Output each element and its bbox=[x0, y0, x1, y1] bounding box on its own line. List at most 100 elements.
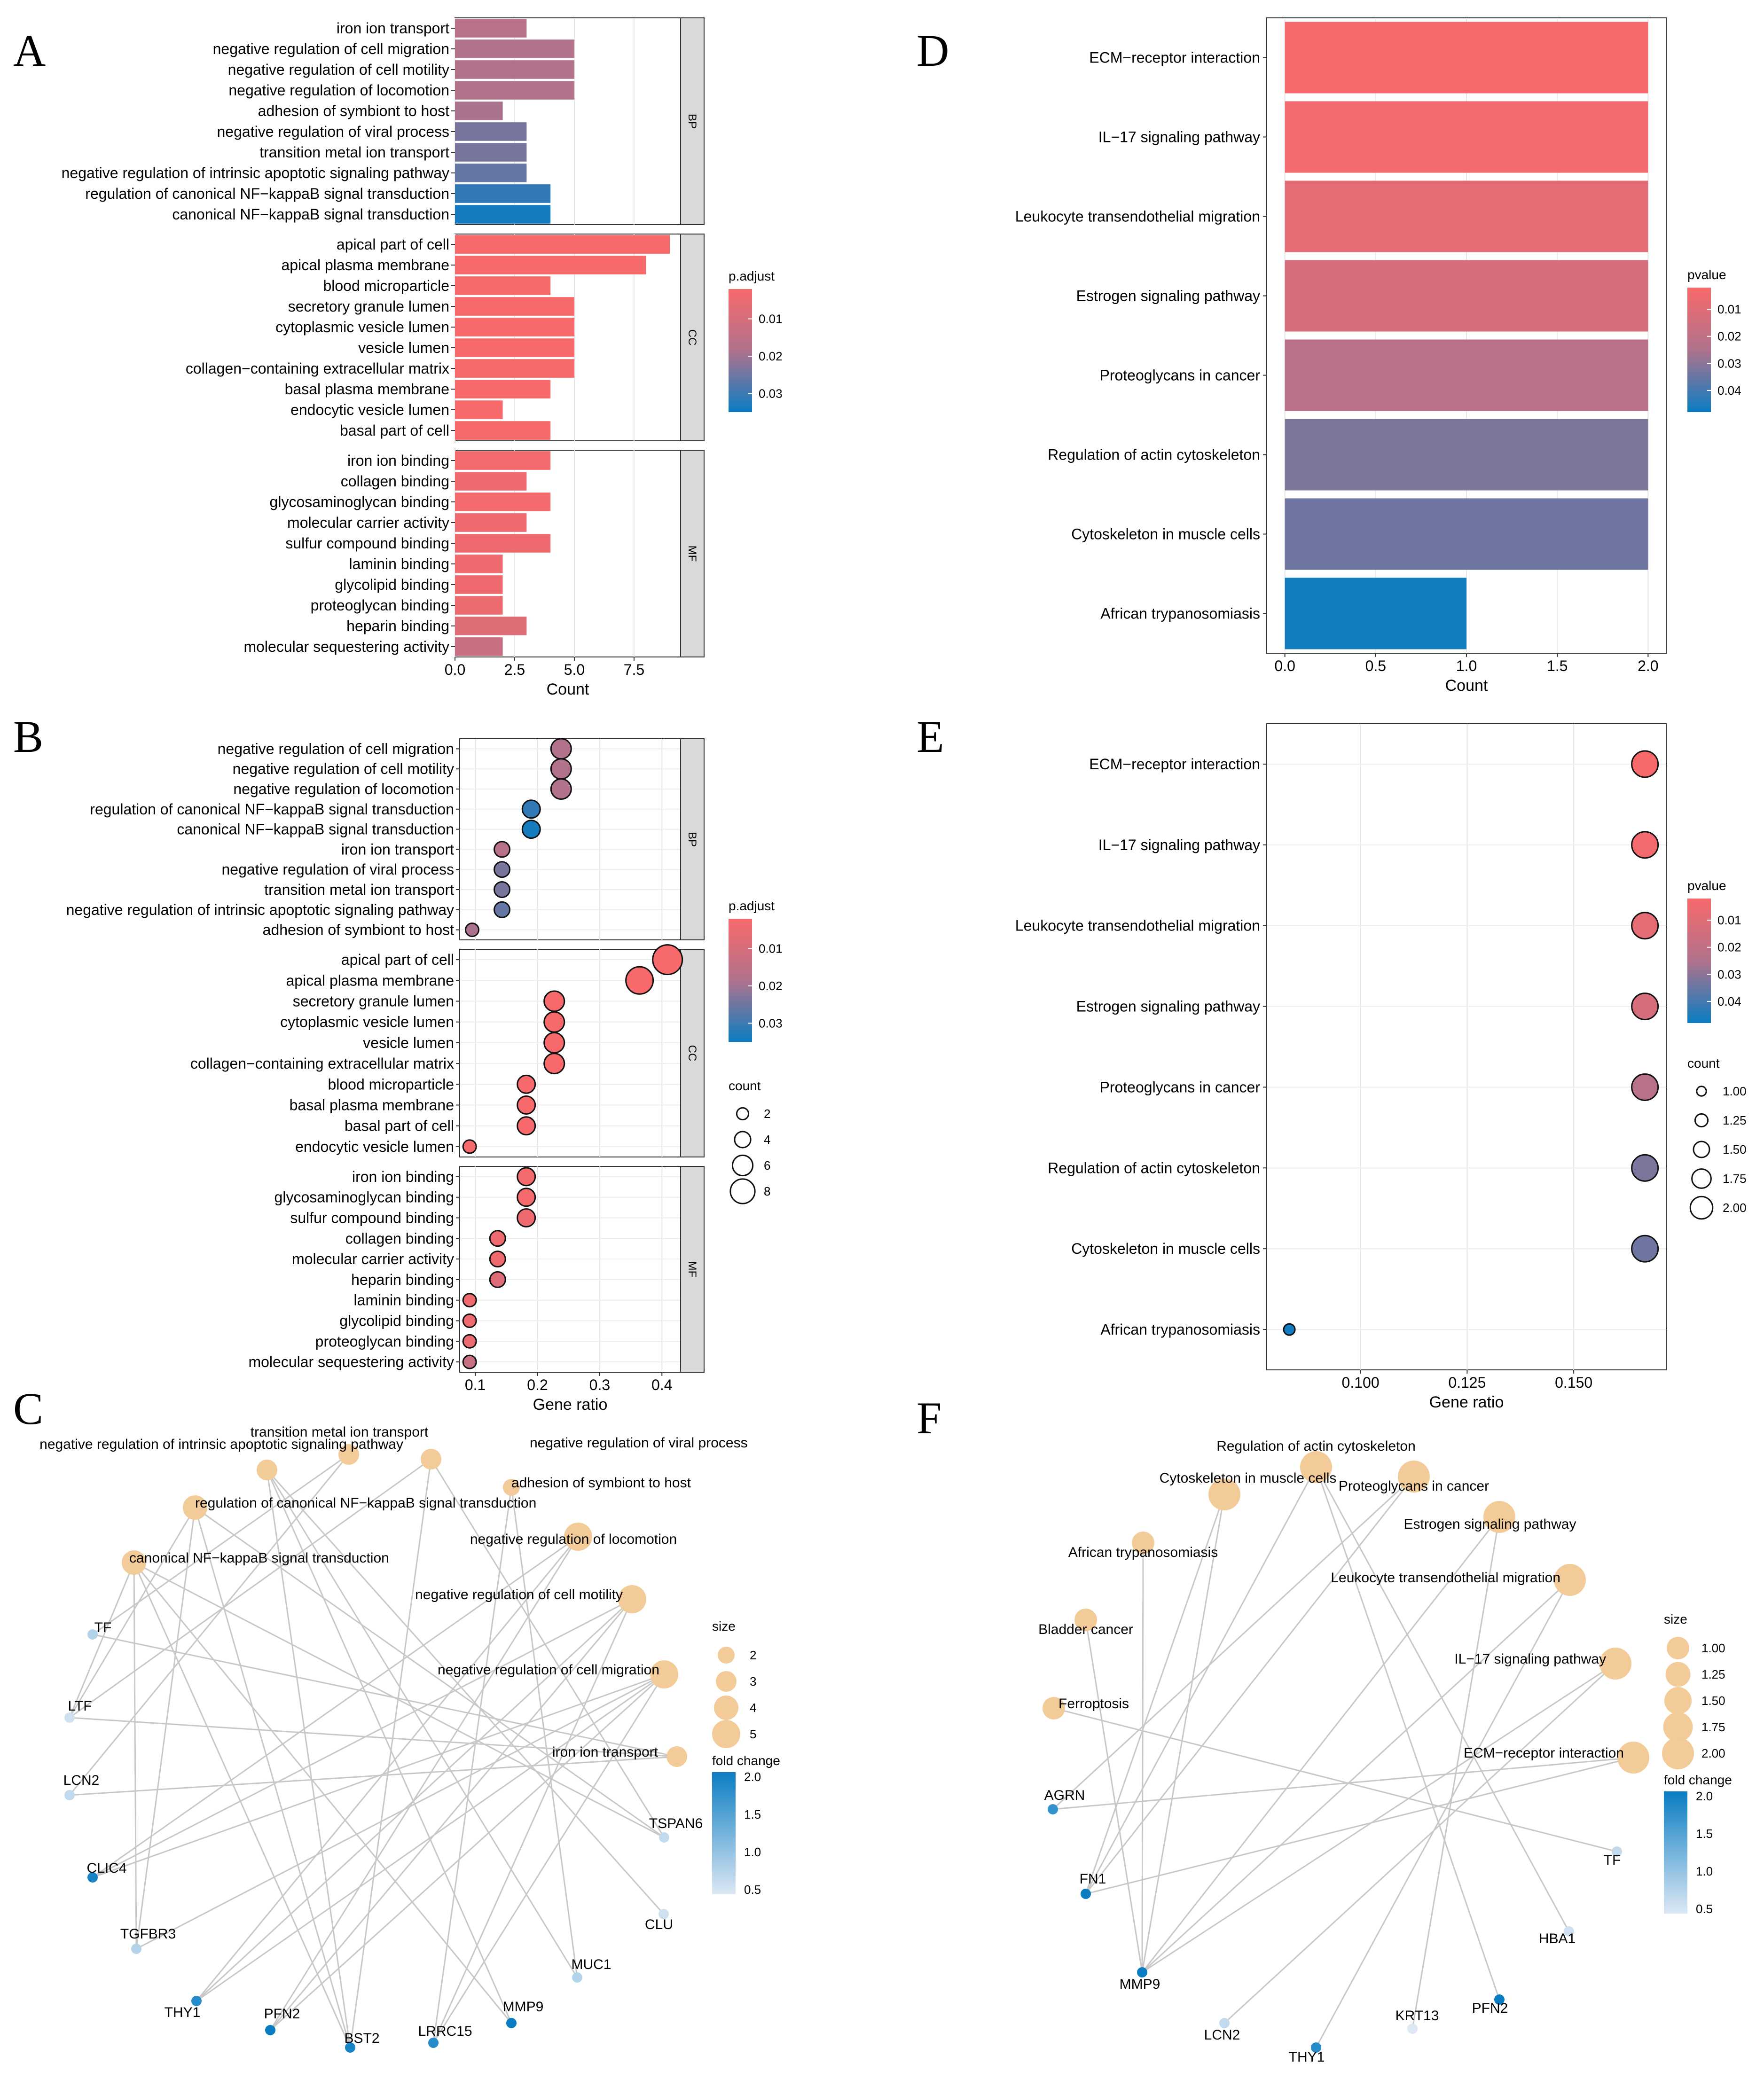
f-fold-change-label: 1.5 bbox=[1696, 1827, 1713, 1841]
c-term-label: transition metal ion transport bbox=[251, 1424, 429, 1440]
b-colorbar-label: 0.03 bbox=[759, 1016, 783, 1030]
b-colorbar bbox=[729, 919, 752, 1042]
f-size-legend-label: 1.50 bbox=[1701, 1694, 1725, 1708]
c-fold-change-label: 0.5 bbox=[744, 1883, 761, 1897]
f-size-legend-circle bbox=[1663, 1712, 1693, 1742]
f-term-node-bladder-cancer bbox=[1074, 1609, 1097, 1631]
b-point-basal-part-of-cell bbox=[517, 1116, 536, 1136]
f-term-label: IL−17 signaling pathway bbox=[1454, 1651, 1606, 1667]
c-term-node-negative-regulation-of-cell-migration bbox=[650, 1660, 678, 1688]
c-gene-label: CLIC4 bbox=[86, 1860, 126, 1876]
f-edge-fn1-regulation-of-actin-cytoskeleton bbox=[1085, 1467, 1317, 1894]
a-bar-vesicle-lumen bbox=[455, 338, 574, 357]
c-edge-muc1-adhesion-of-symbiont-to-host bbox=[510, 1487, 578, 1978]
f-term-label: African trypanosomiasis bbox=[1068, 1545, 1218, 1560]
e-xtick-label: 0.125 bbox=[1448, 1374, 1486, 1391]
b-point-laminin-binding bbox=[462, 1293, 477, 1308]
e-category-label: Cytoskeleton in muscle cells bbox=[1071, 1240, 1260, 1257]
f-edge-agrn-proteoglycans-in-cancer bbox=[1052, 1476, 1415, 1810]
a-facet-label: CC bbox=[686, 329, 698, 346]
b-point-collagen-containing-extracellular-matrix bbox=[543, 1053, 565, 1075]
a-category-label: negative regulation of cell migration bbox=[213, 40, 449, 57]
a-category-label: cytoplasmic vesicle lumen bbox=[275, 319, 449, 336]
e-xtick-label: 0.150 bbox=[1555, 1374, 1592, 1391]
c-edge-bst2-regulation-of-canonical-nf-kappab-signal-transduction bbox=[194, 1507, 351, 2048]
e-x-axis-title: Gene ratio bbox=[1429, 1393, 1504, 1411]
d-colorbar-label: 0.01 bbox=[1717, 302, 1741, 316]
f-edge-agrn-ecm-receptor-interaction bbox=[1052, 1757, 1634, 1810]
f-edge-hba1-regulation-of-actin-cytoskeleton bbox=[1315, 1467, 1570, 1932]
f-gene-node-krt13 bbox=[1407, 2024, 1418, 2034]
a-category-label: sulfur compound binding bbox=[285, 535, 449, 552]
b-colorbar-label: 0.02 bbox=[759, 979, 783, 993]
f-term-node-african-trypanosomiasis bbox=[1132, 1532, 1154, 1554]
panel-label-c: C bbox=[13, 1383, 43, 1434]
e-category-label: Estrogen signaling pathway bbox=[1076, 998, 1260, 1015]
e-size-legend-label: 1.25 bbox=[1723, 1113, 1747, 1127]
f-edge-mmp9-cytoskeleton-in-muscle-cells bbox=[1141, 1494, 1225, 1973]
c-term-label: regulation of canonical NF−kappaB signal… bbox=[195, 1495, 536, 1511]
c-edge-bst2-negative-regulation-of-intrinsic-apoptotic-signaling-pathway bbox=[266, 1469, 351, 2048]
c-edge-bst2-canonical-nf-kappab-signal-transduction bbox=[133, 1562, 351, 2048]
a-category-label: molecular sequestering activity bbox=[243, 638, 449, 655]
f-term-node-ferroptosis bbox=[1043, 1697, 1065, 1719]
f-term-node-leukocyte-transendothelial-migration bbox=[1554, 1564, 1586, 1596]
e-colorbar bbox=[1687, 899, 1711, 1023]
b-point-basal-plasma-membrane bbox=[517, 1095, 536, 1115]
a-bar-canonical-nf-kappab-signal-transduction bbox=[455, 205, 551, 224]
c-size-legend-label: 3 bbox=[750, 1674, 756, 1688]
e-size-legend-label: 2.00 bbox=[1723, 1201, 1747, 1215]
a-category-label: negative regulation of viral process bbox=[217, 123, 450, 140]
f-gene-node-hba1 bbox=[1564, 1926, 1574, 1937]
f-gene-label: PFN2 bbox=[1472, 2001, 1508, 2016]
a-category-label: transition metal ion transport bbox=[259, 144, 449, 161]
b-category-label: apical part of cell bbox=[341, 951, 454, 968]
f-edge-tf-ferroptosis bbox=[1053, 1707, 1617, 1852]
a-category-label: laminin binding bbox=[349, 555, 449, 572]
e-colorbar-label: 0.03 bbox=[1717, 967, 1741, 981]
a-xtick-label: 0.0 bbox=[445, 661, 465, 678]
b-xtick-label: 0.1 bbox=[465, 1376, 486, 1393]
c-edge-tspan6-regulation-of-canonical-nf-kappab-signal-transduction bbox=[195, 1507, 665, 1838]
a-bar-iron-ion-binding bbox=[455, 451, 551, 470]
c-edge-tgfbr3-canonical-nf-kappab-signal-transduction bbox=[133, 1562, 137, 1949]
c-gene-node-clic4 bbox=[87, 1872, 98, 1883]
b-category-label: basal plasma membrane bbox=[290, 1097, 454, 1114]
c-size-legend-label: 5 bbox=[750, 1727, 756, 1741]
b-category-label: collagen binding bbox=[345, 1230, 454, 1247]
e-size-legend-label: 1.00 bbox=[1723, 1084, 1747, 1098]
b-category-label: negative regulation of cell motility bbox=[233, 760, 454, 777]
d-legend-title: pvalue bbox=[1687, 267, 1726, 282]
f-gene-label: FN1 bbox=[1080, 1871, 1106, 1887]
d-category-label: Estrogen signaling pathway bbox=[1076, 288, 1260, 305]
c-gene-node-pfn2 bbox=[265, 2025, 275, 2035]
f-size-legend-label: 1.75 bbox=[1701, 1720, 1725, 1734]
a-category-label: heparin binding bbox=[346, 617, 449, 634]
b-point-proteoglycan-binding bbox=[462, 1334, 477, 1349]
a-bar-basal-plasma-membrane bbox=[455, 380, 551, 399]
a-category-label: glycolipid binding bbox=[335, 576, 449, 593]
a-bar-collagen-binding bbox=[455, 472, 527, 491]
b-category-label: heparin binding bbox=[351, 1271, 454, 1288]
b-point-secretory-granule-lumen bbox=[543, 990, 565, 1012]
a-category-label: proteoglycan binding bbox=[311, 597, 449, 614]
b-category-label: regulation of canonical NF−kappaB signal… bbox=[90, 801, 454, 818]
c-gene-label: THY1 bbox=[165, 2005, 201, 2020]
b-facet-label: MF bbox=[686, 1261, 698, 1278]
f-gene-node-fn1 bbox=[1081, 1889, 1091, 1899]
d-bar-il-17-signaling-pathway bbox=[1285, 101, 1648, 173]
f-gene-node-agrn bbox=[1048, 1804, 1058, 1814]
f-fold-change-label: 1.0 bbox=[1696, 1864, 1713, 1878]
e-size-legend-label: 1.75 bbox=[1723, 1172, 1747, 1186]
a-bar-apical-plasma-membrane bbox=[455, 256, 646, 274]
b-category-label: iron ion binding bbox=[352, 1168, 454, 1185]
f-term-node-estrogen-signaling-pathway bbox=[1483, 1501, 1515, 1533]
b-xtick-label: 0.2 bbox=[527, 1376, 548, 1393]
b-category-label: glycolipid binding bbox=[339, 1313, 454, 1329]
b-category-label: canonical NF−kappaB signal transduction bbox=[177, 821, 454, 838]
a-bar-glycolipid-binding bbox=[455, 575, 503, 594]
d-colorbar-label: 0.02 bbox=[1717, 329, 1741, 344]
b-facet-panel bbox=[459, 1166, 681, 1373]
e-legend-title: pvalue bbox=[1687, 878, 1726, 893]
c-gene-label: MMP9 bbox=[503, 1999, 544, 2015]
